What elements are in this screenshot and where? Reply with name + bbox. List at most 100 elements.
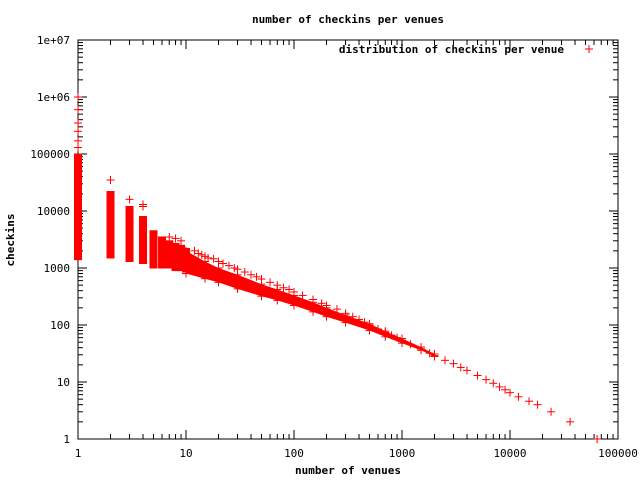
data-point xyxy=(355,315,364,324)
data-point xyxy=(279,283,288,292)
data-point xyxy=(360,318,369,327)
vertical-range-column xyxy=(158,236,167,269)
data-point xyxy=(495,382,504,391)
data-point xyxy=(74,143,82,152)
data-point xyxy=(197,250,206,259)
data-point xyxy=(393,333,402,342)
band-edge-point xyxy=(201,274,210,283)
data-point xyxy=(365,321,374,329)
data-point xyxy=(425,349,434,358)
band-edge-point xyxy=(273,296,282,305)
data-point xyxy=(506,388,514,397)
vertical-range-column xyxy=(149,230,158,269)
data-point xyxy=(214,257,223,266)
legend-marker xyxy=(585,45,593,53)
data-point xyxy=(525,397,534,406)
data-point xyxy=(489,379,498,388)
band-edge-point xyxy=(182,269,190,278)
data-point xyxy=(194,249,203,258)
data-marks xyxy=(74,93,602,443)
chart-title: number of checkins per venues xyxy=(252,13,444,26)
data-point xyxy=(341,309,350,318)
data-point xyxy=(322,301,331,310)
data-point xyxy=(224,261,233,270)
legend-marker-plus xyxy=(585,45,593,53)
x-tick-label: 100 xyxy=(284,447,304,460)
x-tick-label: 10000 xyxy=(493,447,526,460)
data-point xyxy=(398,336,406,345)
data-point xyxy=(501,385,510,394)
y-tick-label: 100000 xyxy=(30,148,70,161)
band-edge-point xyxy=(182,246,190,255)
data-point xyxy=(309,295,318,304)
data-point xyxy=(74,105,82,114)
band-edge-point xyxy=(257,292,266,301)
data-point xyxy=(125,195,134,204)
data-point xyxy=(230,264,239,272)
y-tick-label: 100 xyxy=(50,319,70,332)
data-point xyxy=(348,312,357,321)
data-point xyxy=(106,175,115,184)
y-tick-label: 1000 xyxy=(44,262,71,275)
data-point xyxy=(298,291,307,300)
data-point xyxy=(387,331,396,340)
vertical-range-column xyxy=(106,190,115,259)
data-point xyxy=(290,287,298,296)
axis-ticks: 1 10 100 1000 10000 100000 1 10 100 1000 10000 1000… xyxy=(30,34,638,460)
data-point xyxy=(204,253,213,262)
data-point xyxy=(74,93,82,101)
data-point xyxy=(218,259,227,268)
vertical-range-column xyxy=(139,216,148,264)
band-edge-point xyxy=(290,301,298,310)
data-point xyxy=(257,275,266,284)
data-point xyxy=(149,230,158,239)
data-point xyxy=(417,344,426,353)
data-point xyxy=(273,281,282,290)
legend-label: distribution of checkins per venue xyxy=(339,43,565,56)
data-point xyxy=(209,254,218,263)
y-axis-label: checkins xyxy=(4,214,17,267)
data-point xyxy=(74,118,82,127)
data-point xyxy=(440,356,449,365)
legend: distribution of checkins per venue xyxy=(339,43,593,56)
x-tick-label: 1 xyxy=(75,447,82,460)
data-point xyxy=(381,328,390,337)
y-tick-label: 1e+06 xyxy=(37,91,70,104)
y-tick-label: 1 xyxy=(63,433,70,446)
data-point xyxy=(285,285,294,294)
data-point xyxy=(317,299,326,308)
band-edge-point xyxy=(309,307,318,316)
band-edge-point xyxy=(341,318,350,327)
data-point xyxy=(177,236,186,245)
data-point xyxy=(406,340,415,349)
data-point xyxy=(240,268,249,277)
y-tick-label: 10000 xyxy=(37,205,70,218)
data-point xyxy=(482,375,491,384)
data-point xyxy=(514,392,523,401)
data-point xyxy=(533,400,542,409)
data-point xyxy=(547,407,556,416)
y-tick-label: 1e+07 xyxy=(37,34,70,47)
band-edge-point xyxy=(233,284,242,293)
data-point xyxy=(430,351,439,360)
x-tick-label: 1000 xyxy=(389,447,416,460)
data-point xyxy=(593,435,602,443)
data-point xyxy=(449,359,458,368)
data-point xyxy=(566,417,575,426)
data-point xyxy=(165,232,174,241)
x-axis-label: number of venues xyxy=(295,464,401,477)
data-point xyxy=(247,270,256,279)
data-point xyxy=(456,363,465,372)
data-point xyxy=(233,265,242,274)
x-tick-label: 100000 xyxy=(598,447,638,460)
data-point xyxy=(332,305,341,314)
band-edge-point xyxy=(322,312,331,321)
data-point xyxy=(171,234,180,243)
vertical-range-column xyxy=(125,205,134,263)
vertical-range-column xyxy=(74,153,82,261)
data-point xyxy=(374,325,383,334)
data-point xyxy=(463,366,472,375)
data-point xyxy=(139,202,148,211)
y-tick-label: 10 xyxy=(57,376,70,389)
